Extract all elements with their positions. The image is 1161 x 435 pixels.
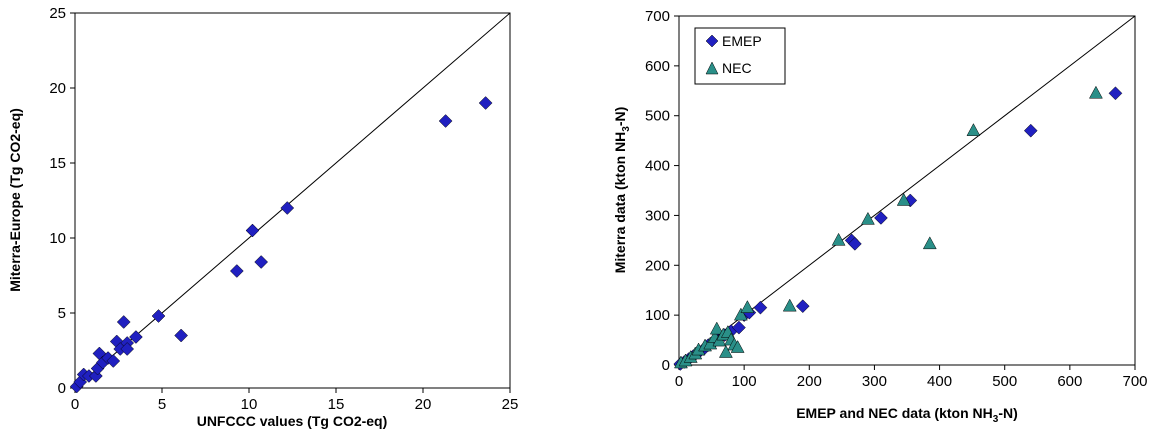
y-axis-title: Miterra-Europe (Tg CO2-eq) (7, 108, 23, 292)
series-point (116, 315, 131, 329)
emep-point (1108, 86, 1123, 101)
series-point (478, 96, 493, 110)
subscript-3: 3 (993, 414, 999, 425)
y-tick-label: 25 (49, 5, 66, 22)
x-axis-title: EMEP and NEC data (kton NH3-N) (796, 405, 1018, 425)
x-tick-label: 600 (1057, 373, 1082, 390)
chart-right: 0 100 200 300 400 500 600 700 0 100 200 300 400 500 6… (612, 8, 1148, 425)
x-tick-label: 700 (1122, 373, 1147, 390)
nec-point (831, 232, 846, 246)
emep-point (1023, 123, 1038, 138)
series-point (254, 255, 269, 269)
legend: EMEP NEC (694, 27, 786, 85)
y-axis-ticks: 0 5 10 15 20 25 (49, 5, 75, 397)
y-tick-label: 500 (645, 108, 670, 125)
y-tick-label: 600 (645, 58, 670, 75)
y-axis-title: Miterra data (kton NH3-N) (612, 107, 632, 274)
nec-point (718, 345, 733, 358)
x-tick-label: 300 (862, 373, 887, 390)
y-tick-label: 10 (49, 230, 66, 247)
y-tick-label: 400 (645, 158, 670, 175)
legend-emep-label: EMEP (722, 33, 762, 49)
nec-point (733, 307, 748, 321)
emep-point (795, 299, 810, 314)
legend-nec-label: NEC (722, 60, 752, 76)
chart-left: 0 5 10 15 20 25 0 5 10 15 20 25 UNFCCC values (Tg … (7, 5, 518, 429)
nec-point (860, 211, 875, 225)
series-point (120, 342, 135, 356)
y-tick-label: 5 (58, 305, 66, 322)
nec-point (966, 123, 981, 136)
subscript-3: 3 (621, 126, 632, 132)
nec-point (922, 236, 937, 250)
reference-line-1to1 (74, 12, 511, 389)
y-tick-label: 100 (645, 307, 670, 324)
axis-unit-suffix: -N) (612, 107, 628, 126)
legend-nec-marker (705, 61, 719, 75)
x-tick-label: 5 (158, 396, 166, 413)
x-tick-label: 500 (992, 373, 1017, 390)
x-tick-label: 0 (71, 396, 79, 413)
emep-point (874, 211, 888, 225)
y-tick-label: 0 (662, 357, 670, 374)
series-point (229, 264, 244, 278)
y-tick-label: 0 (58, 380, 66, 397)
data-points (69, 96, 493, 394)
series-point (245, 223, 260, 238)
series-point (280, 201, 295, 215)
y-tick-label: 20 (49, 80, 66, 97)
emep-point (753, 300, 768, 315)
x-tick-label: 15 (328, 396, 345, 413)
series-point (129, 330, 143, 344)
series-point (438, 114, 453, 128)
y-tick-label: 700 (645, 8, 670, 25)
nec-point (740, 300, 755, 313)
x-tick-label: 25 (502, 396, 519, 413)
x-axis-ticks: 0 5 10 15 20 25 (71, 388, 519, 413)
y-tick-label: 300 (645, 207, 670, 224)
x-tick-label: 200 (797, 373, 822, 390)
x-axis-title: UNFCCC values (Tg CO2-eq) (197, 413, 388, 429)
nec-point (782, 298, 797, 312)
series-point (174, 328, 188, 343)
nec-point (709, 321, 724, 335)
nec-point (896, 192, 911, 206)
emep-point (732, 320, 746, 335)
y-axis-ticks: 0 100 200 300 400 500 600 700 (645, 8, 679, 374)
x-axis-ticks: 0 100 200 300 400 500 600 700 (675, 365, 1148, 390)
series-point (106, 354, 121, 368)
y-tick-label: 15 (49, 155, 66, 172)
x-tick-label: 400 (927, 373, 952, 390)
legend-emep-marker (705, 34, 719, 48)
x-tick-label: 20 (415, 396, 432, 413)
x-tick-label: 100 (732, 373, 757, 390)
nec-point (1088, 85, 1103, 99)
x-tick-label: 10 (241, 396, 258, 413)
nec-point (730, 340, 745, 353)
axis-unit-suffix: -N) (998, 405, 1017, 421)
data-points (673, 85, 1123, 371)
x-tick-label: 0 (675, 373, 683, 390)
y-tick-label: 200 (645, 257, 670, 274)
series-point (151, 309, 166, 323)
emep-point (848, 236, 862, 251)
